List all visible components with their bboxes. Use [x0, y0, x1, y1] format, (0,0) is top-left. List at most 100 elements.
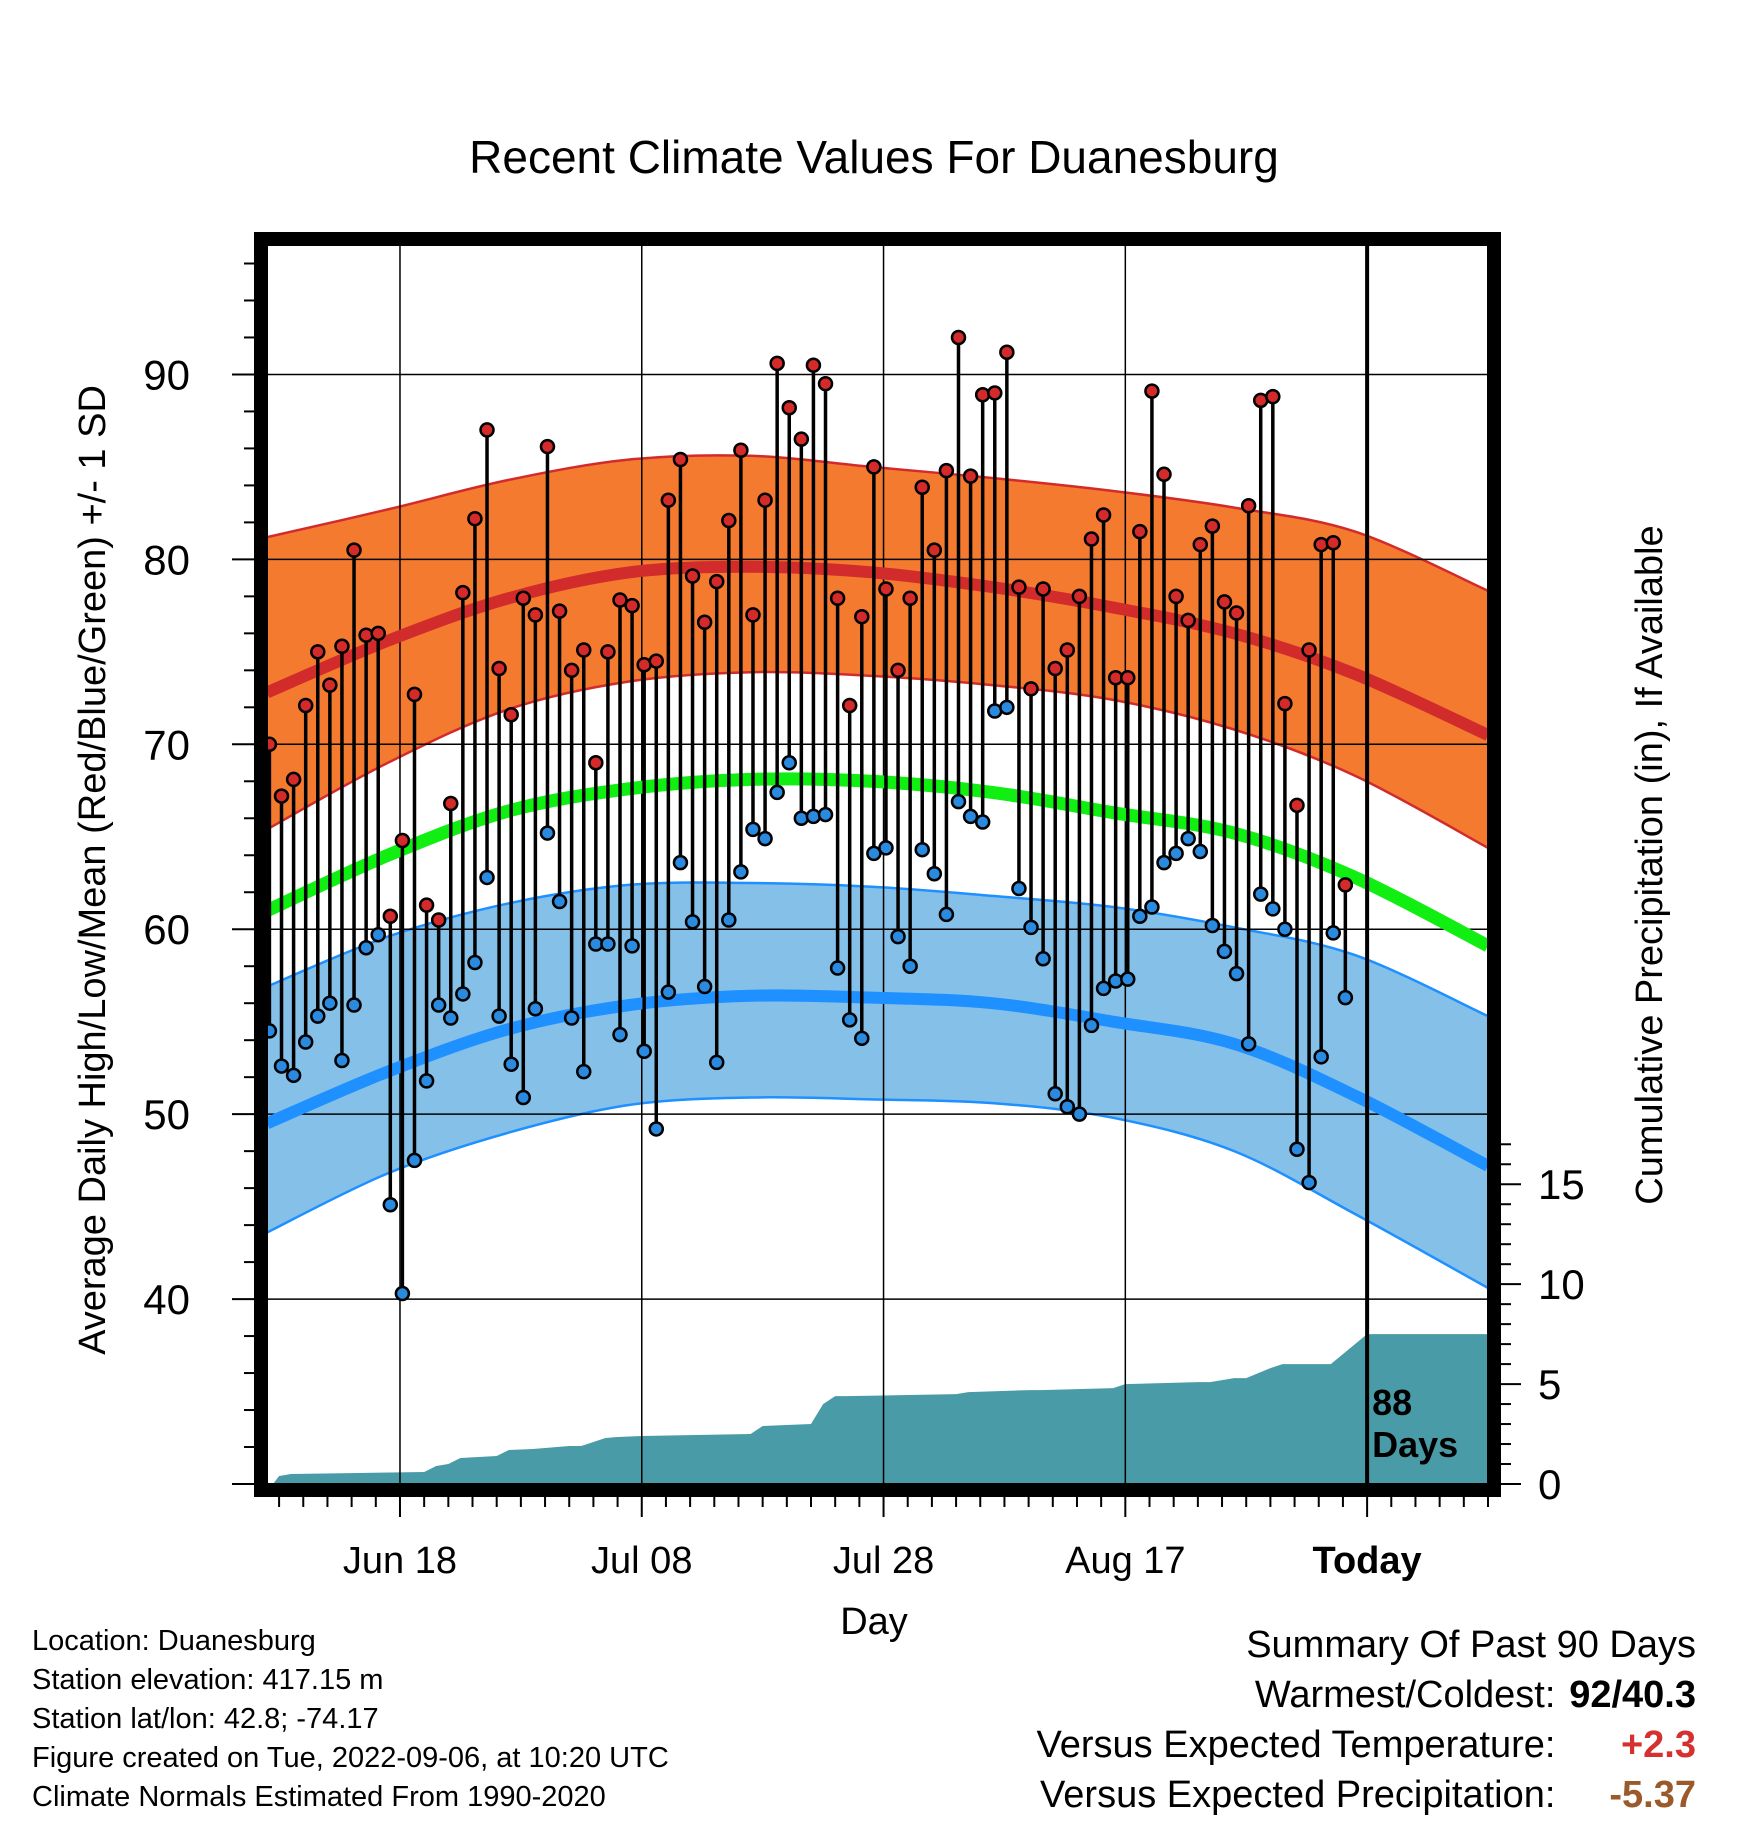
daily-high-point: [1265, 388, 1281, 405]
daily-high-point: [297, 697, 314, 714]
daily-low-point: [1035, 951, 1051, 967]
daily-high-point: [1083, 531, 1100, 547]
y2-tick-label: 10: [1538, 1261, 1585, 1308]
y2-tick-label: 15: [1538, 1161, 1585, 1208]
daily-high-point: [1119, 669, 1136, 686]
daily-high-point: [575, 642, 592, 658]
x-tick-label-today: Today: [1313, 1540, 1422, 1582]
daily-high-point: [696, 614, 713, 630]
daily-high-point: [503, 706, 519, 723]
daily-low-point: [1011, 880, 1027, 897]
daily-low-point: [491, 1008, 507, 1024]
daily-low-point: [721, 912, 737, 928]
daily-low-point: [297, 1034, 314, 1050]
daily-high-point: [660, 492, 677, 508]
y-axis-label: Average Daily High/Low/Mean (Red/Blue/Gr…: [72, 385, 114, 1355]
daily-high-point: [757, 492, 773, 508]
daily-low-point: [1289, 1141, 1305, 1158]
daily-low-point: [914, 841, 930, 858]
daily-high-point: [781, 399, 797, 416]
cumulative-precip-area: [273, 1334, 1488, 1484]
daily-low-point: [696, 978, 713, 995]
summary-heading: Summary Of Past 90 Days: [1246, 1624, 1696, 1666]
daily-low-point: [890, 928, 906, 945]
daily-low-point: [757, 830, 773, 847]
daily-high-point: [829, 590, 846, 606]
low-upper-edge: [267, 881, 1488, 1018]
daily-high-point: [455, 584, 471, 601]
normals-note-text: Climate Normals Estimated From 1990-2020: [32, 1781, 606, 1813]
high-sd-band: [267, 455, 1488, 848]
daily-high-point: [866, 459, 882, 475]
daily-low-point: [539, 825, 556, 841]
warmest-coldest-label: Warmest/Coldest:: [1254, 1674, 1556, 1716]
daily-high-point: [612, 592, 628, 608]
daily-low-point: [443, 1010, 459, 1026]
daily-low-point: [1095, 980, 1112, 997]
station-info: Location: Duanesburg Station elevation: …: [32, 1622, 669, 1817]
daily-high-point: [1240, 497, 1257, 514]
daily-low-point: [285, 1067, 302, 1084]
daily-high-point: [1301, 642, 1317, 658]
x-tick-label: Jul 08: [591, 1540, 692, 1582]
mean-normal-line: [267, 772, 1488, 952]
daily-high-point: [648, 653, 665, 669]
daily-low-point: [1071, 1106, 1088, 1122]
y-tick-label: 80: [143, 536, 190, 583]
daily-high-point: [334, 638, 350, 655]
temp-anomaly-row: Versus Expected Temperature: +2.3: [1037, 1720, 1696, 1770]
daily-high-point: [394, 832, 411, 849]
daily-high-point: [479, 422, 495, 438]
daily-high-point: [793, 431, 810, 447]
daily-high-point: [769, 355, 785, 372]
daily-high-point: [1035, 581, 1051, 597]
daily-low-point: [1301, 1174, 1317, 1191]
daily-low-point: [926, 865, 943, 882]
daily-high-point: [878, 581, 894, 597]
daily-low-point: [503, 1056, 519, 1072]
low-lower-edge: [267, 1096, 1488, 1290]
daily-low-point: [527, 1000, 544, 1017]
daily-low-point: [829, 960, 846, 976]
daily-low-point: [660, 984, 677, 1000]
daily-low-point: [551, 893, 568, 910]
daily-high-point: [938, 462, 955, 479]
daily-high-point: [1071, 588, 1088, 605]
daily-high-point: [854, 608, 870, 625]
daily-low-point: [358, 939, 374, 956]
daily-high-point: [358, 627, 374, 643]
daily-high-point: [491, 660, 507, 677]
daily-high-point: [285, 771, 302, 788]
daily-low-point: [1277, 921, 1293, 937]
daily-low-point: [430, 997, 447, 1013]
daily-low-point: [1132, 908, 1148, 925]
x-tick-label: Jun 18: [343, 1540, 457, 1582]
daily-low-point: [1107, 973, 1124, 989]
daily-low-point: [781, 755, 797, 771]
daily-low-point: [322, 995, 338, 1011]
daily-high-point: [672, 451, 689, 468]
daily-high-point: [1132, 523, 1148, 540]
y-tick-label: 50: [143, 1091, 190, 1138]
daily-high-point: [1277, 695, 1293, 712]
daily-low-point: [684, 914, 701, 930]
daily-high-point: [1228, 605, 1245, 621]
daily-high-point: [1180, 612, 1196, 629]
daily-low-point: [1156, 854, 1172, 871]
daily-low-point: [575, 1063, 592, 1080]
daily-low-point: [612, 1026, 628, 1043]
daily-high-point: [684, 568, 701, 584]
daily-high-point: [902, 590, 918, 606]
daily-high-point: [443, 795, 459, 812]
daily-high-point: [817, 375, 834, 392]
daily-low-point: [600, 936, 616, 952]
daily-high-point: [1095, 507, 1112, 523]
x-axis-label: Day: [840, 1601, 908, 1643]
elevation-text: Station elevation: 417.15 m: [32, 1664, 384, 1696]
daily-low-point: [866, 845, 882, 862]
daily-high-point: [1289, 797, 1305, 814]
daily-high-point: [310, 644, 326, 660]
daily-high-point: [745, 607, 761, 623]
daily-high-point: [563, 662, 580, 679]
